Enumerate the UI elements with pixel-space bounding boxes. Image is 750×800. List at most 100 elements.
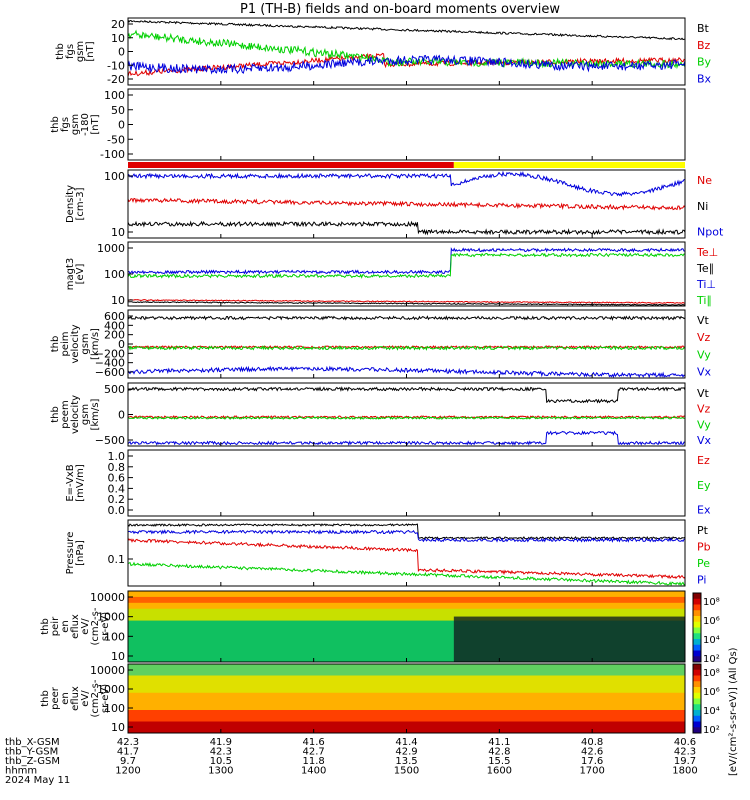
legend-ni: Ni [697,200,708,213]
series-pe [127,561,686,587]
panel-data [128,591,685,663]
spectrogram-band [128,664,685,671]
spectrogram-band [128,692,685,699]
ylabel: Density [cm-3] [65,185,86,223]
panel-efield: 1.00.80.60.40.20.0 E=-VxB [mV/m] Ez Ey Ex [65,449,711,517]
legend-ne: Ne [697,174,712,187]
legend-pt: Pt [697,524,709,537]
xaxis-value: 42.6 [581,747,603,758]
ytick-label: −500 [95,434,125,447]
ylabel-line: [eV] [75,264,86,285]
ytick-label: 100 [104,170,125,183]
xaxis-value: 1300 [208,766,233,777]
ylabel: thb peer en eflux eV/(cm2-s-sr-eV) [40,679,111,717]
ylabel-line: thb [50,336,61,353]
panel-fgs_gsm_minus: 100 50 0-50 -100 thb fgs gsm -180 [nT] [50,88,686,161]
ylabel-line: gsm [80,404,91,425]
ytick-label: 10 [111,294,125,307]
xaxis-value: 41.4 [395,737,417,748]
xaxis-value: 1200 [115,766,140,777]
spectrogram-band [128,669,685,676]
spectrogram-band [128,626,685,633]
xaxis-value: 41.1 [488,737,510,748]
legend-vx: Vx [697,366,712,379]
ylabel-line: velocity [70,395,81,434]
ytick-label: −200 [95,347,125,360]
ytick-label: 0 [118,119,125,132]
xaxis-value: 10.5 [210,756,232,767]
legend-bx: Bx [697,73,712,86]
series-pb [127,538,686,580]
legend-vx: Vx [697,434,712,447]
ytick-label: −400 [95,357,125,370]
series-vt [127,386,686,404]
colorbar-cell [693,644,701,651]
colorbar-cell [693,710,701,717]
series-npot [127,170,685,198]
ylabel-line: [km/s] [90,398,101,430]
legend-vt: Vt [697,387,710,400]
ylabel-line: peim [60,331,71,356]
ytick-label: 0.4 [108,482,126,495]
xaxis-value: 40.6 [674,737,696,748]
panel-data [127,170,686,236]
xaxis-row-label: thb_Y-GSM [5,747,58,758]
xaxis-value: 42.3 [674,747,696,758]
spectrogram-band [128,675,685,682]
ylabel-line: peem [60,400,71,428]
legend-vz: Vz [697,403,711,416]
colorbar-label: 10² [703,725,720,736]
xaxis-row-label: thb_Z-GSM [5,756,60,767]
colorbar-cell [693,687,701,694]
ylabel-line: [mV/m] [75,464,86,502]
colorbar-label: 10⁶ [703,616,720,627]
ytick-label: 20 [111,18,125,31]
spectrogram-band [128,681,685,688]
ytick-label: 0 [118,338,125,351]
ytick-label: 0 [118,46,125,59]
ylabel-line: [nPa] [75,540,86,566]
series-vt [127,315,686,321]
colorbar-cell [693,664,701,671]
colorbar-cell [693,598,701,605]
ylabel-line: thb [40,618,51,635]
ytick-label: 10 [111,226,125,239]
colorbar-frame [692,663,702,734]
colorbar-cell [693,656,701,663]
ylabel-line: thb [50,406,61,423]
xaxis-value: 15.5 [488,756,510,767]
ylabel-line: peer [50,686,61,710]
series-pi [127,529,686,543]
ytick-label: −600 [95,366,125,379]
colorbar-cell [693,610,701,617]
xaxis-value: 42.8 [488,747,510,758]
legend-ti⊥: Ti⊥ [696,278,716,291]
spectrogram-band [128,620,685,627]
xaxis-value: 41.6 [303,737,325,748]
xaxis-value: 1800 [672,766,697,777]
colorbar-cell [693,721,701,728]
colorbar-cell [693,639,701,646]
ytick-label: 1000 [97,611,125,624]
ylabel-line: (cm2-s- [90,679,101,717]
legend-vy: Vy [697,418,711,431]
ylabel-line: [nT] [90,114,101,134]
ytick-label: 400 [104,319,125,332]
spectrogram-band [128,644,685,651]
colorbar-cell [693,681,701,688]
spectrogram-band [128,721,685,728]
ytick-label: 0.2 [108,493,126,506]
xaxis-value: 42.3 [117,737,139,748]
legend-by: By [697,56,712,69]
spectrogram-band [128,614,685,622]
colorbar-label: 10⁸ [703,668,720,679]
ylabel-line: (cm2-s- [90,607,101,645]
legend-pi: Pi [697,574,706,587]
ytick-label: 600 [104,310,125,323]
ylabel: magt3 [eV] [65,258,86,291]
ytick-label: 100 [104,89,125,102]
spectrogram-band [128,704,685,711]
panel-data [127,523,686,587]
